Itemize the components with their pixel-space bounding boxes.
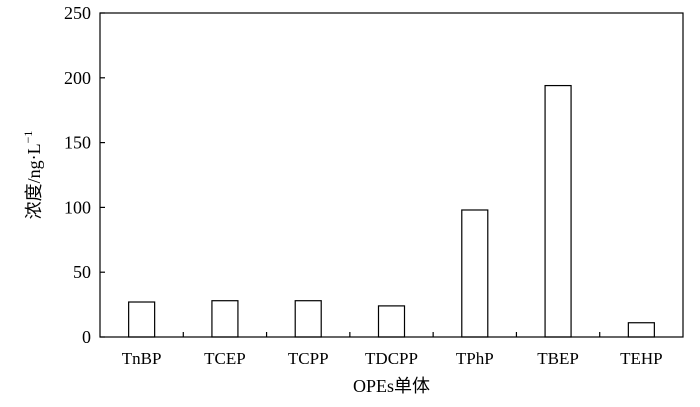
y-axis-title: 浓度/ng·L−1 [21,131,44,220]
y-tick-label: 100 [64,197,91,217]
bars-layer [128,84,655,338]
bar-tdcpp [377,305,406,338]
bar-tehp [627,322,655,338]
x-tick-label: TDCPP [365,349,418,368]
x-tick-label: TCPP [288,349,329,368]
bar-tcpp [294,300,322,338]
plot-frame [99,12,684,338]
y-tick-label: 50 [73,262,91,282]
bar-tcep [211,300,239,338]
y-tick-label: 250 [64,3,91,23]
y-tick-label: 150 [64,133,91,153]
bar-tbep [544,84,572,338]
x-tick-label: TPhP [456,349,494,368]
x-tick-label: TEHP [620,349,663,368]
x-tick-label: TCEP [204,349,246,368]
axis-layer [99,12,684,338]
x-axis-title: OPEs单体 [353,376,430,396]
bar-tnbp [128,301,156,338]
y-axis-title-superscript: −1 [21,131,35,144]
x-tick-label: TBEP [537,349,579,368]
labels-layer: 0 50 100 150 200 250 TnBP TCEP TCPP TDCPP TPhP TBEP… [64,3,663,368]
y-tick-label: 200 [64,68,91,88]
y-tick-label: 0 [82,327,91,347]
bar-tphp [461,209,489,338]
y-axis-title-main: 浓度/ng·L [24,143,44,219]
x-tick-label: TnBP [122,349,162,368]
